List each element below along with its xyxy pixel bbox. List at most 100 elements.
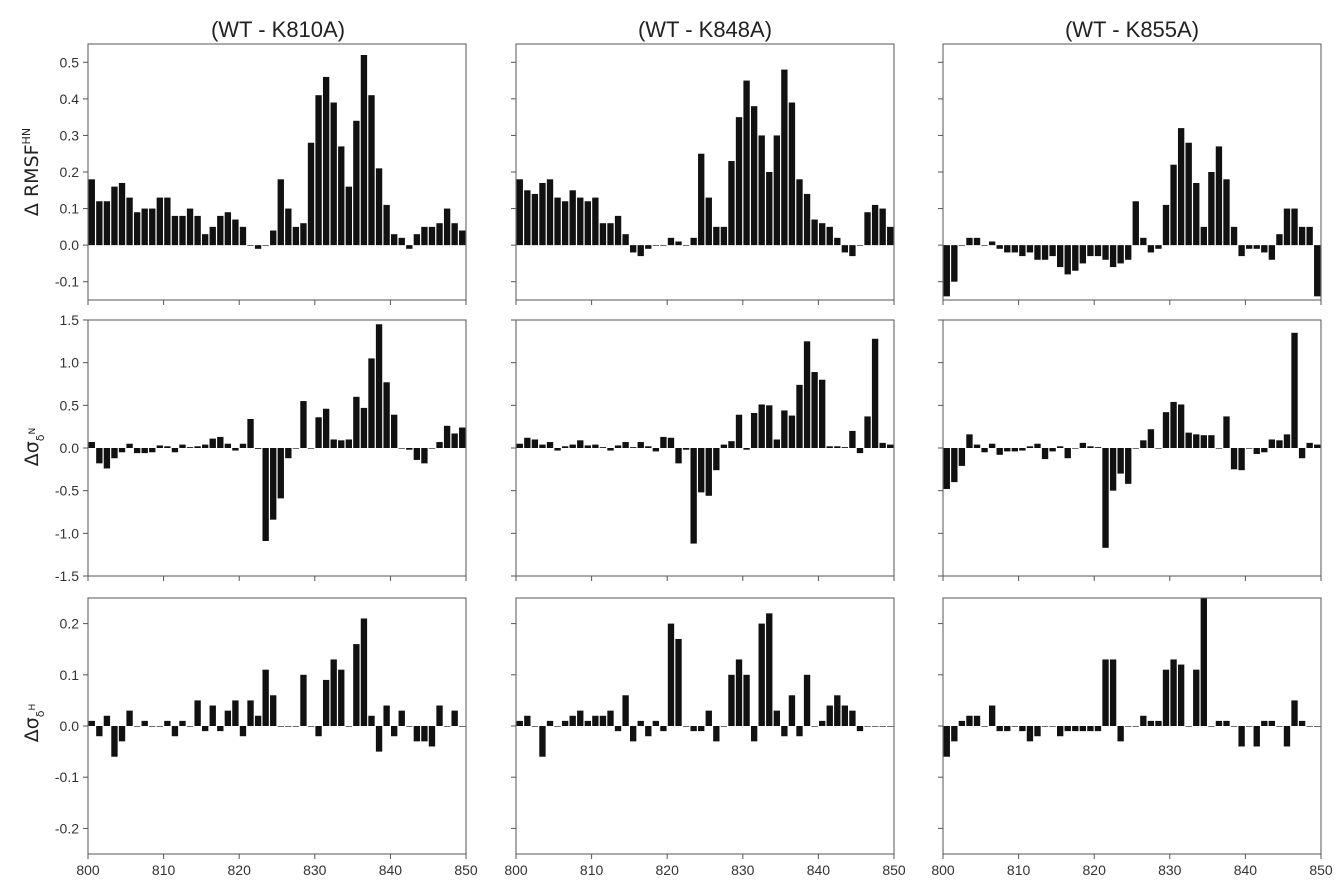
bar-r2-c0-x816 — [209, 705, 216, 726]
bar-r2-c1-x819 — [660, 726, 667, 732]
bar-r1-c2-x849 — [1314, 444, 1321, 448]
bar-r2-c0-x849 — [459, 726, 466, 727]
bar-r0-c2-x815 — [1057, 245, 1064, 268]
ylabel-rmsf: Δ RMSFHN — [20, 128, 43, 216]
bar-r1-c0-x817 — [217, 436, 224, 448]
bar-r2-c1-x849 — [887, 726, 894, 727]
bar-r2-c2-x832 — [1185, 726, 1192, 727]
bar-r0-c2-x826 — [1140, 237, 1147, 246]
bar-r0-c1-x813 — [614, 215, 622, 246]
bar-r1-c1-x833 — [766, 405, 773, 448]
bar-r2-c1-x833 — [766, 613, 773, 726]
bar-r1-c1-x821 — [675, 448, 682, 464]
bar-r1-c0-x815 — [202, 444, 209, 448]
bar-r2-c2-x839 — [1238, 726, 1245, 747]
bar-r1-c0-x803 — [111, 448, 118, 459]
bar-r1-c0-x818 — [224, 443, 232, 448]
bar-r0-c2-x813 — [1041, 245, 1049, 260]
bar-r0-c0-x816 — [209, 226, 216, 246]
bar-r0-c0-x817 — [217, 215, 224, 246]
bar-r2-c2-x828 — [1155, 720, 1162, 726]
bar-r0-c1-x845 — [856, 245, 864, 246]
bar-r0-c2-x811 — [1026, 245, 1034, 253]
ylabel-rmsf-main: Δ RMSF — [21, 144, 43, 216]
ylabel-sigma-h-main: Δσ — [21, 717, 43, 742]
ylabel-sigma-n-subsup: N — [28, 428, 38, 435]
bar-r2-c0-x827 — [292, 726, 300, 727]
bar-r1-c0-x800 — [88, 442, 95, 448]
bar-r1-c2-x813 — [1041, 448, 1049, 460]
bar-r2-c1-x811 — [599, 715, 607, 726]
bar-r1-c1-x815 — [630, 447, 637, 448]
bar-r1-c1-x849 — [887, 444, 894, 448]
bar-r2-c1-x839 — [811, 726, 818, 727]
bar-r1-c0-x832 — [330, 439, 337, 448]
bar-r1-c0-x822 — [254, 448, 262, 449]
bar-r0-c0-x808 — [149, 208, 156, 246]
bar-r2-c1-x829 — [735, 659, 743, 726]
bar-r1-c0-x812 — [179, 444, 186, 448]
bar-r0-c1-x827 — [720, 226, 728, 246]
bar-r0-c1-x807 — [569, 190, 576, 246]
bar-r1-c0-x816 — [209, 438, 216, 448]
bar-r0-c0-x841 — [398, 237, 405, 246]
bar-r1-c2-x818 — [1079, 442, 1087, 448]
bar-r1-c0-x811 — [171, 448, 179, 453]
bar-r1-c1-x838 — [803, 341, 811, 448]
bar-r0-c0-x846 — [436, 223, 443, 246]
bar-r0-c2-x804 — [973, 237, 981, 246]
bar-r2-c0-x840 — [391, 726, 398, 737]
axes-frame — [942, 43, 1322, 301]
bar-r2-c1-x809 — [584, 720, 591, 726]
bar-r2-c0-x844 — [421, 726, 428, 742]
ytick-label: 0.2 — [60, 164, 80, 180]
bar-r1-c2-x848 — [1306, 442, 1313, 448]
bar-r0-c0-x835 — [353, 120, 360, 246]
bar-r1-c1-x827 — [720, 444, 728, 448]
bar-r2-c1-x801 — [524, 715, 531, 726]
bar-r0-c1-x826 — [713, 226, 720, 246]
bar-r0-c2-x828 — [1155, 245, 1162, 249]
bar-r0-c0-x800 — [88, 179, 95, 246]
bar-r1-c2-x826 — [1140, 440, 1147, 448]
bar-r0-c0-x801 — [96, 201, 103, 246]
bar-r0-c2-x839 — [1238, 245, 1245, 257]
bar-r1-c0-x848 — [451, 433, 458, 448]
bar-r2-c2-x824 — [1125, 726, 1132, 727]
bar-r1-c0-x845 — [428, 448, 436, 449]
xtick-label: 800 — [76, 862, 100, 878]
panel-r0-c2 — [938, 43, 1322, 305]
bar-r1-c1-x822 — [682, 448, 690, 450]
bar-r2-c1-x843 — [841, 705, 849, 726]
bar-r1-c0-x819 — [232, 448, 239, 451]
bar-r2-c0-x814 — [194, 700, 201, 726]
bar-r1-c0-x843 — [413, 448, 421, 460]
xtick-label: 850 — [1309, 862, 1333, 878]
bar-r1-c2-x842 — [1261, 448, 1268, 453]
bar-r0-c1-x817 — [645, 245, 652, 249]
bar-r1-c1-x813 — [614, 445, 622, 448]
bar-r0-c1-x803 — [539, 182, 546, 246]
bar-r0-c2-x837 — [1223, 179, 1230, 246]
bar-r0-c2-x844 — [1276, 234, 1283, 246]
bar-r1-c1-x819 — [660, 436, 667, 448]
bar-r1-c1-x845 — [856, 448, 864, 454]
bar-r0-c1-x830 — [743, 80, 750, 246]
bar-r2-c1-x837 — [796, 726, 803, 737]
bar-r2-c2-x840 — [1246, 726, 1253, 727]
bar-r1-c2-x833 — [1193, 434, 1200, 448]
bar-r2-c1-x828 — [728, 674, 735, 726]
bar-r1-c2-x806 — [988, 443, 996, 448]
bar-r0-c2-x800 — [943, 245, 950, 297]
bar-r0-c1-x822 — [682, 245, 690, 246]
bar-r0-c0-x821 — [247, 245, 254, 246]
bar-r2-c0-x815 — [202, 726, 209, 732]
bar-r2-c2-x826 — [1140, 715, 1147, 726]
bar-r1-c0-x806 — [133, 448, 141, 454]
bar-r2-c0-x821 — [247, 700, 254, 726]
bar-r0-c1-x818 — [652, 245, 660, 246]
bar-r0-c1-x846 — [864, 212, 871, 246]
bar-r1-c2-x846 — [1291, 332, 1298, 448]
bar-r0-c1-x816 — [637, 245, 644, 257]
bar-r0-c0-x832 — [330, 102, 337, 246]
